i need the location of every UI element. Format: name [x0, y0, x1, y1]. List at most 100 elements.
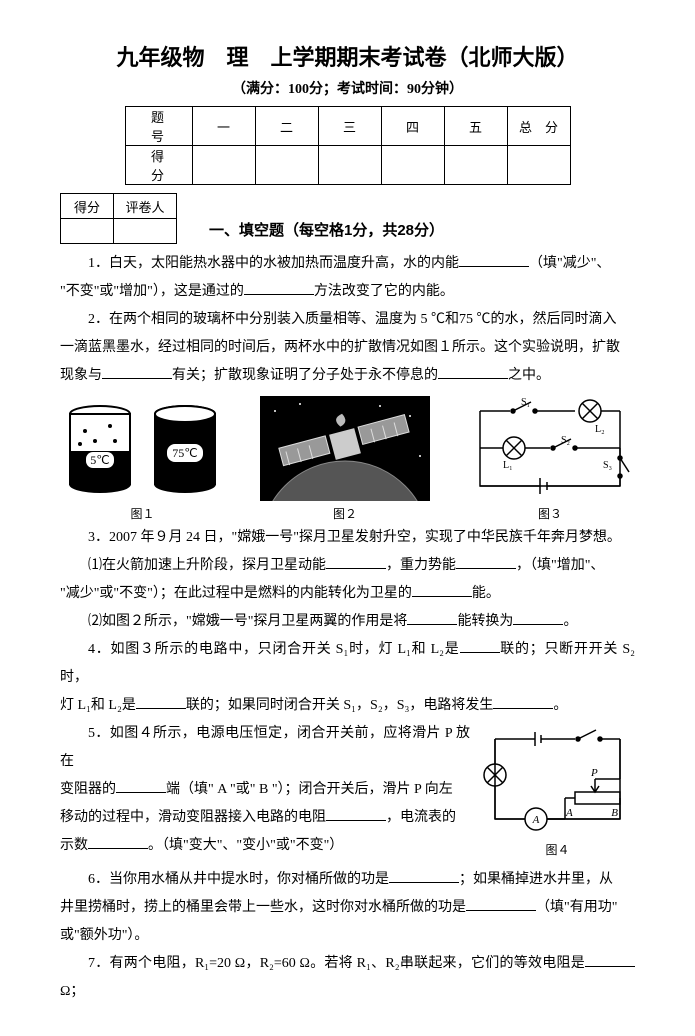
cell: [192, 146, 255, 185]
circuit4-icon: A P A B: [480, 724, 635, 834]
svg-text:L₁: L₁: [503, 460, 513, 471]
q5-text: 移动的过程中，滑动变阻器接入电路的电阻: [60, 810, 326, 825]
fig-caption: 图１: [60, 505, 225, 522]
q1-text: （填"减少"、: [529, 256, 610, 271]
cell: [255, 146, 318, 185]
svg-text:5℃: 5℃: [90, 453, 109, 467]
blank: [102, 364, 172, 379]
svg-text:A: A: [532, 814, 540, 826]
grader-table: 得分 评卷人: [60, 193, 177, 244]
q7-text: Ω；: [60, 984, 84, 999]
question-5: A P A B 图４ 5．如图４所示，电源电压恒定，闭合开关前，应将滑片 P 放…: [60, 720, 635, 866]
q5-text: 。（填"变大"、"变小"或"不变"）: [148, 838, 343, 853]
blank: [116, 778, 166, 793]
q2-text: 之中。: [508, 368, 550, 383]
figure-4: A P A B 图４: [480, 724, 635, 862]
q1-text: 方法改变了它的内能。: [314, 284, 454, 299]
q6-text: （填"有用功": [536, 900, 617, 915]
cell: [507, 146, 570, 185]
q4-text: 。: [553, 698, 567, 713]
q2-text: 2．在两个相同的玻璃杯中分别装入质量相等、温度为 5 ℃和75 ℃的水，然后同时…: [88, 312, 617, 327]
cell: 总 分: [507, 107, 570, 146]
blank: [136, 694, 186, 709]
q2-text: 有关；扩散现象证明了分子处于永不停息的: [172, 368, 438, 383]
table-row: 得 分: [125, 146, 570, 185]
q5-text: 5．如图４所示，电源电压恒定，闭合开关前，应将滑片 P 放在: [60, 726, 470, 769]
q3-text: ，重力势能: [386, 558, 456, 573]
figure-1: 5℃ 75℃ 图１: [60, 396, 225, 522]
blank: [244, 280, 314, 295]
q6-text: 井里捞桶时，捞上的桶里会带上一些水，这时你对水桶所做的功是: [60, 900, 466, 915]
q3-text: 。: [563, 614, 577, 629]
cell: [61, 219, 114, 244]
score-table: 题 号 一 二 三 四 五 总 分 得 分: [125, 106, 571, 185]
figure-3: S₁ S₂ S₃ L₁ L₂ 图３: [465, 396, 635, 522]
blank: [326, 554, 386, 569]
q5-text: 示数: [60, 838, 88, 853]
cell: [381, 146, 444, 185]
q4-text: 联的；如果同时闭合开关 S₁，S₂，S₃，电路将发生: [186, 698, 494, 713]
table-row: [61, 219, 177, 244]
q1-text: 1．白天，太阳能热水器中的水被加热而温度升高，水的内能: [88, 256, 459, 271]
q3-text: ⑵如图２所示，"嫦娥一号"探月卫星两翼的作用是将: [88, 614, 407, 629]
q4-text: 灯 L₁和 L₂是: [60, 698, 136, 713]
question-7: 7．有两个电阻，R₁=20 Ω，R₂=60 Ω。若将 R₁、R₂串联起来，它们的…: [60, 950, 635, 1006]
beakers-icon: 5℃ 75℃: [60, 396, 225, 501]
svg-text:L₂: L₂: [595, 424, 605, 435]
cell: 题 号: [125, 107, 192, 146]
blank: [389, 868, 459, 883]
cell: [318, 146, 381, 185]
fig-caption: 图３: [465, 505, 635, 522]
table-row: 题 号 一 二 三 四 五 总 分: [125, 107, 570, 146]
q7-text: 7．有两个电阻，R₁=20 Ω，R₂=60 Ω。若将 R₁、R₂串联起来，它们的…: [88, 956, 585, 971]
q5-text: 端（填" A "或" B "）；闭合开关后，滑片 P 向左: [166, 782, 453, 797]
svg-text:75℃: 75℃: [172, 446, 197, 460]
figure-row: 5℃ 75℃ 图１: [60, 396, 635, 522]
cell: [444, 146, 507, 185]
cell: 五: [444, 107, 507, 146]
blank: [326, 806, 386, 821]
circuit-icon: S₁ S₂ S₃ L₁ L₂: [465, 396, 635, 501]
exam-page: 九年级物 理 上学期期末考试卷（北师大版） （满分：100分；考试时间：90分钟…: [0, 0, 695, 1036]
q5-text: ，电流表的: [386, 810, 456, 825]
q2-text: 一滴蓝黑墨水，经过相同的时间后，两杯水中的扩散情况如图１所示。这个实验说明，扩散: [60, 340, 620, 355]
q3-text: 能。: [472, 586, 500, 601]
cell: 得 分: [125, 146, 192, 185]
cell: 一: [192, 107, 255, 146]
blank: [585, 952, 635, 967]
svg-text:S₃: S₃: [603, 460, 612, 471]
cell: 得分: [61, 194, 114, 219]
q3-text: ⑴在火箭加速上升阶段，探月卫星动能: [88, 558, 326, 573]
question-2: 2．在两个相同的玻璃杯中分别装入质量相等、温度为 5 ℃和75 ℃的水，然后同时…: [60, 306, 635, 390]
fig-caption: 图２: [260, 505, 430, 522]
page-title: 九年级物 理 上学期期末考试卷（北师大版）: [60, 40, 635, 72]
q6-text: ；如果桶掉进水井里，从: [459, 872, 613, 887]
question-1: 1．白天，太阳能热水器中的水被加热而温度升高，水的内能 （填"减少"、 "不变"或…: [60, 250, 635, 306]
cell: 二: [255, 107, 318, 146]
q6-text: 或"额外功"）。: [60, 928, 148, 943]
svg-text:B: B: [611, 807, 618, 819]
q3-text: 能转换为: [457, 614, 513, 629]
q1-text: "不变"或"增加"），这是通过的: [60, 284, 244, 299]
cell: 四: [381, 107, 444, 146]
blank: [460, 638, 500, 653]
page-subtitle: （满分：100分；考试时间：90分钟）: [60, 78, 635, 98]
svg-text:A: A: [565, 807, 573, 819]
blank: [456, 554, 516, 569]
cell: [114, 219, 177, 244]
satellite-icon: [260, 396, 430, 501]
svg-text:S₂: S₂: [561, 435, 570, 446]
blank: [466, 896, 536, 911]
q5-text: 变阻器的: [60, 782, 116, 797]
figure-2: 图２: [260, 396, 430, 522]
blank: [438, 364, 508, 379]
q3-text: "减少"或"不变"）；在此过程中是燃料的内能转化为卫星的: [60, 586, 412, 601]
blank: [88, 834, 148, 849]
question-3: 3．2007 年９月 24 日，"嫦娥一号"探月卫星发射升空，实现了中华民族千年…: [60, 524, 635, 636]
fig-caption: 图４: [480, 838, 635, 862]
blank: [493, 694, 553, 709]
q3-text: ，（填"增加"、: [516, 558, 604, 573]
blank: [407, 610, 457, 625]
q4-text: 4．如图３所示的电路中，只闭合开关 S₁时，灯 L₁和 L₂是: [88, 642, 460, 657]
blank: [459, 252, 529, 267]
